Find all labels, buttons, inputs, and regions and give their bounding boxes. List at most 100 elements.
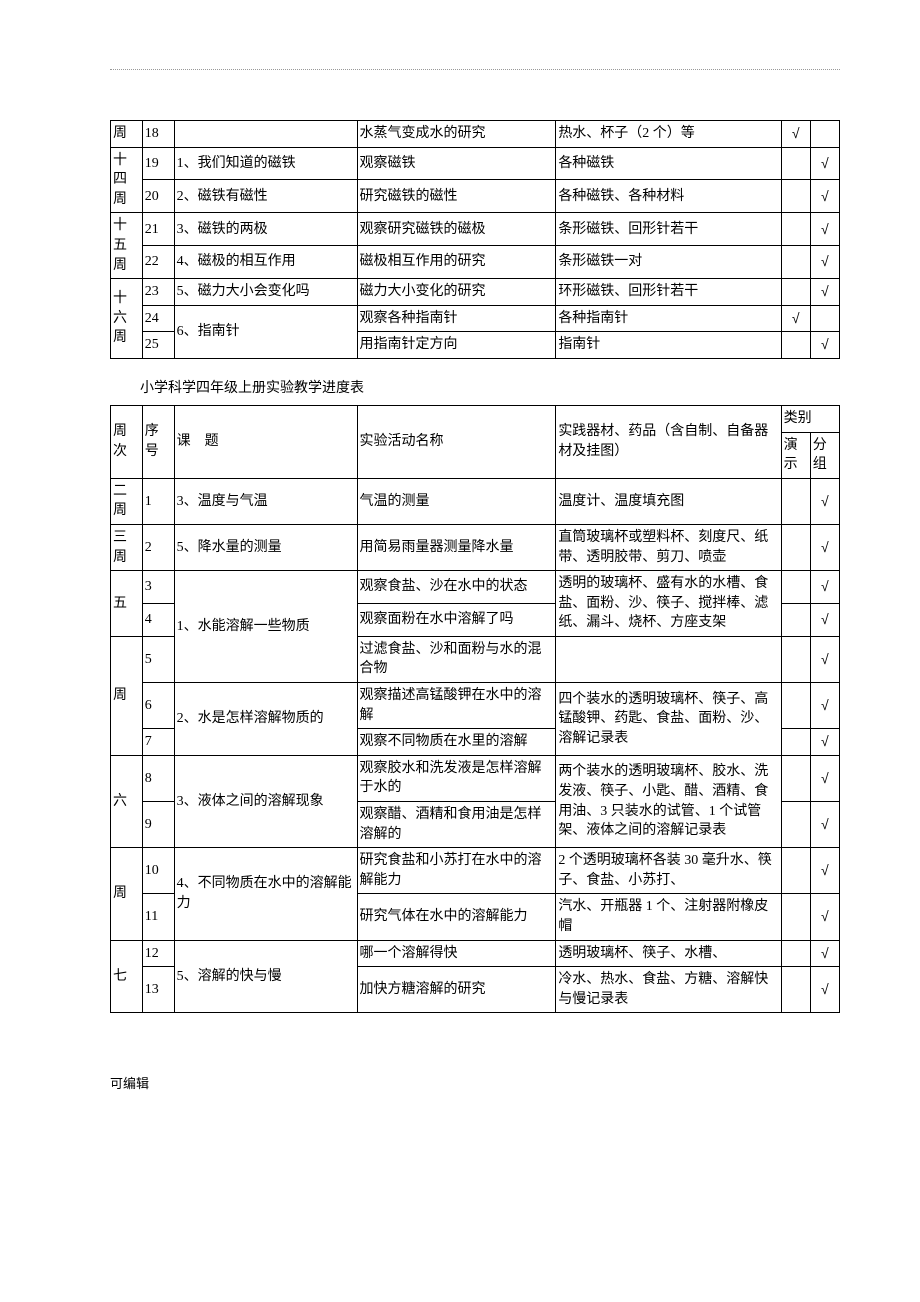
hdr-topic: 课 题 xyxy=(174,405,357,478)
table-row: 224、磁极的相互作用磁极相互作用的研究条形磁铁一对√ xyxy=(111,246,840,279)
check-cell: √ xyxy=(810,967,839,1013)
seq-cell: 5 xyxy=(142,636,174,682)
table-row: 十六周235、磁力大小会变化吗磁力大小变化的研究环形磁铁、回形针若干√ xyxy=(111,279,840,306)
hdr-material: 实践器材、药品（含自制、自备器材及挂图） xyxy=(556,405,781,478)
check-cell: √ xyxy=(810,524,839,570)
week-cell: 周 xyxy=(111,636,143,755)
activity-cell: 加快方糖溶解的研究 xyxy=(357,967,556,1013)
seq-cell: 18 xyxy=(142,121,174,148)
week-cell: 周 xyxy=(111,848,143,940)
activity-cell: 哪一个溶解得快 xyxy=(357,940,556,967)
week-cell: 五 xyxy=(111,571,143,637)
seq-cell: 12 xyxy=(142,940,174,967)
topic-cell: 4、不同物质在水中的溶解能力 xyxy=(174,848,357,940)
activity-cell: 观察胶水和洗发液是怎样溶解于水的 xyxy=(357,755,556,801)
check-cell xyxy=(781,524,810,570)
hdr-group: 分组 xyxy=(810,432,839,478)
check-cell: √ xyxy=(810,332,839,359)
seq-cell: 4 xyxy=(142,603,174,636)
material-cell: 两个装水的透明玻璃杯、胶水、洗发液、筷子、小匙、醋、酒精、食用油、3 只装水的试… xyxy=(556,755,781,847)
seq-cell: 3 xyxy=(142,571,174,604)
material-cell: 冷水、热水、食盐、方糖、溶解快与慢记录表 xyxy=(556,967,781,1013)
table-row: 62、水是怎样溶解物质的观察描述高锰酸钾在水中的溶解四个装水的透明玻璃杯、筷子、… xyxy=(111,683,840,729)
material-cell: 透明的玻璃杯、盛有水的水槽、食盐、面粉、沙、筷子、搅拌棒、滤纸、漏斗、烧杯、方座… xyxy=(556,571,781,637)
topic-cell: 5、降水量的测量 xyxy=(174,524,357,570)
check-cell xyxy=(781,755,810,801)
material-cell: 直筒玻璃杯或塑料杯、刻度尺、纸带、透明胶带、剪刀、喷壶 xyxy=(556,524,781,570)
material-cell: 2 个透明玻璃杯各装 30 毫升水、筷子、食盐、小苏打、 xyxy=(556,848,781,894)
topic-cell: 2、磁铁有磁性 xyxy=(174,180,357,213)
seq-cell: 23 xyxy=(142,279,174,306)
check-cell: √ xyxy=(810,213,839,246)
check-cell xyxy=(781,802,810,848)
topic-cell: 5、溶解的快与慢 xyxy=(174,940,357,1013)
seq-cell: 19 xyxy=(142,147,174,180)
check-cell xyxy=(781,967,810,1013)
week-cell: 十四周 xyxy=(111,147,143,213)
check-cell xyxy=(810,305,839,332)
topic-cell: 3、液体之间的溶解现象 xyxy=(174,755,357,847)
check-cell xyxy=(781,683,810,729)
topic-cell: 1、水能溶解一些物质 xyxy=(174,571,357,683)
check-cell xyxy=(781,246,810,279)
check-cell: √ xyxy=(810,802,839,848)
table-row: 202、磁铁有磁性研究磁铁的磁性各种磁铁、各种材料√ xyxy=(111,180,840,213)
material-cell: 条形磁铁、回形针若干 xyxy=(556,213,781,246)
check-cell xyxy=(781,279,810,306)
check-cell xyxy=(781,603,810,636)
hdr-week: 周次 xyxy=(111,405,143,478)
activity-cell: 观察醋、酒精和食用油是怎样溶解的 xyxy=(357,802,556,848)
material-cell: 环形磁铁、回形针若干 xyxy=(556,279,781,306)
seq-cell: 20 xyxy=(142,180,174,213)
check-cell: √ xyxy=(810,571,839,604)
check-cell xyxy=(810,121,839,148)
table-row: 十四周191、我们知道的磁铁观察磁铁各种磁铁√ xyxy=(111,147,840,180)
week-cell: 周 xyxy=(111,121,143,148)
check-cell: √ xyxy=(810,147,839,180)
check-cell: √ xyxy=(781,121,810,148)
activity-cell: 用简易雨量器测量降水量 xyxy=(357,524,556,570)
activity-cell: 研究气体在水中的溶解能力 xyxy=(357,894,556,940)
topic-cell: 5、磁力大小会变化吗 xyxy=(174,279,357,306)
seq-cell: 25 xyxy=(142,332,174,359)
material-cell: 温度计、温度填充图 xyxy=(556,478,781,524)
hdr-seq: 序号 xyxy=(142,405,174,478)
seq-cell: 1 xyxy=(142,478,174,524)
check-cell: √ xyxy=(810,848,839,894)
material-cell: 汽水、开瓶器 1 个、注射器附橡皮帽 xyxy=(556,894,781,940)
activity-cell: 水蒸气变成水的研究 xyxy=(357,121,556,148)
seq-cell: 24 xyxy=(142,305,174,332)
check-cell xyxy=(781,147,810,180)
activity-cell: 磁极相互作用的研究 xyxy=(357,246,556,279)
topic-cell xyxy=(174,121,357,148)
check-cell xyxy=(781,848,810,894)
topic-cell: 4、磁极的相互作用 xyxy=(174,246,357,279)
material-cell: 热水、杯子（2 个）等 xyxy=(556,121,781,148)
check-cell: √ xyxy=(810,755,839,801)
check-cell xyxy=(781,478,810,524)
table-row: 周18 水蒸气变成水的研究热水、杯子（2 个）等√ xyxy=(111,121,840,148)
seq-cell: 6 xyxy=(142,683,174,729)
check-cell xyxy=(781,894,810,940)
week-cell: 三周 xyxy=(111,524,143,570)
table-row: 十五周213、磁铁的两极观察研究磁铁的磁极条形磁铁、回形针若干√ xyxy=(111,213,840,246)
activity-cell: 观察面粉在水中溶解了吗 xyxy=(357,603,556,636)
section-title: 小学科学四年级上册实验教学进度表 xyxy=(140,377,840,397)
material-cell: 透明玻璃杯、筷子、水槽、 xyxy=(556,940,781,967)
topic-cell: 6、指南针 xyxy=(174,305,357,358)
schedule-table-1: 周18水蒸气变成水的研究热水、杯子（2 个）等√十四周191、我们知道的磁铁观察… xyxy=(110,120,840,359)
week-cell: 二周 xyxy=(111,478,143,524)
activity-cell: 磁力大小变化的研究 xyxy=(357,279,556,306)
activity-cell: 观察不同物质在水里的溶解 xyxy=(357,729,556,756)
material-cell: 各种磁铁 xyxy=(556,147,781,180)
table-row: 周104、不同物质在水中的溶解能力研究食盐和小苏打在水中的溶解能力2 个透明玻璃… xyxy=(111,848,840,894)
seq-cell: 21 xyxy=(142,213,174,246)
schedule-table-2: 周次 序号 课 题 实验活动名称 实践器材、药品（含自制、自备器材及挂图） 类别… xyxy=(110,405,840,1013)
check-cell: √ xyxy=(810,478,839,524)
check-cell xyxy=(781,940,810,967)
material-cell xyxy=(556,636,781,682)
check-cell xyxy=(781,332,810,359)
topic-cell: 3、温度与气温 xyxy=(174,478,357,524)
table-row: 七125、溶解的快与慢哪一个溶解得快透明玻璃杯、筷子、水槽、√ xyxy=(111,940,840,967)
material-cell: 四个装水的透明玻璃杯、筷子、高锰酸钾、药匙、食盐、面粉、沙、溶解记录表 xyxy=(556,683,781,756)
